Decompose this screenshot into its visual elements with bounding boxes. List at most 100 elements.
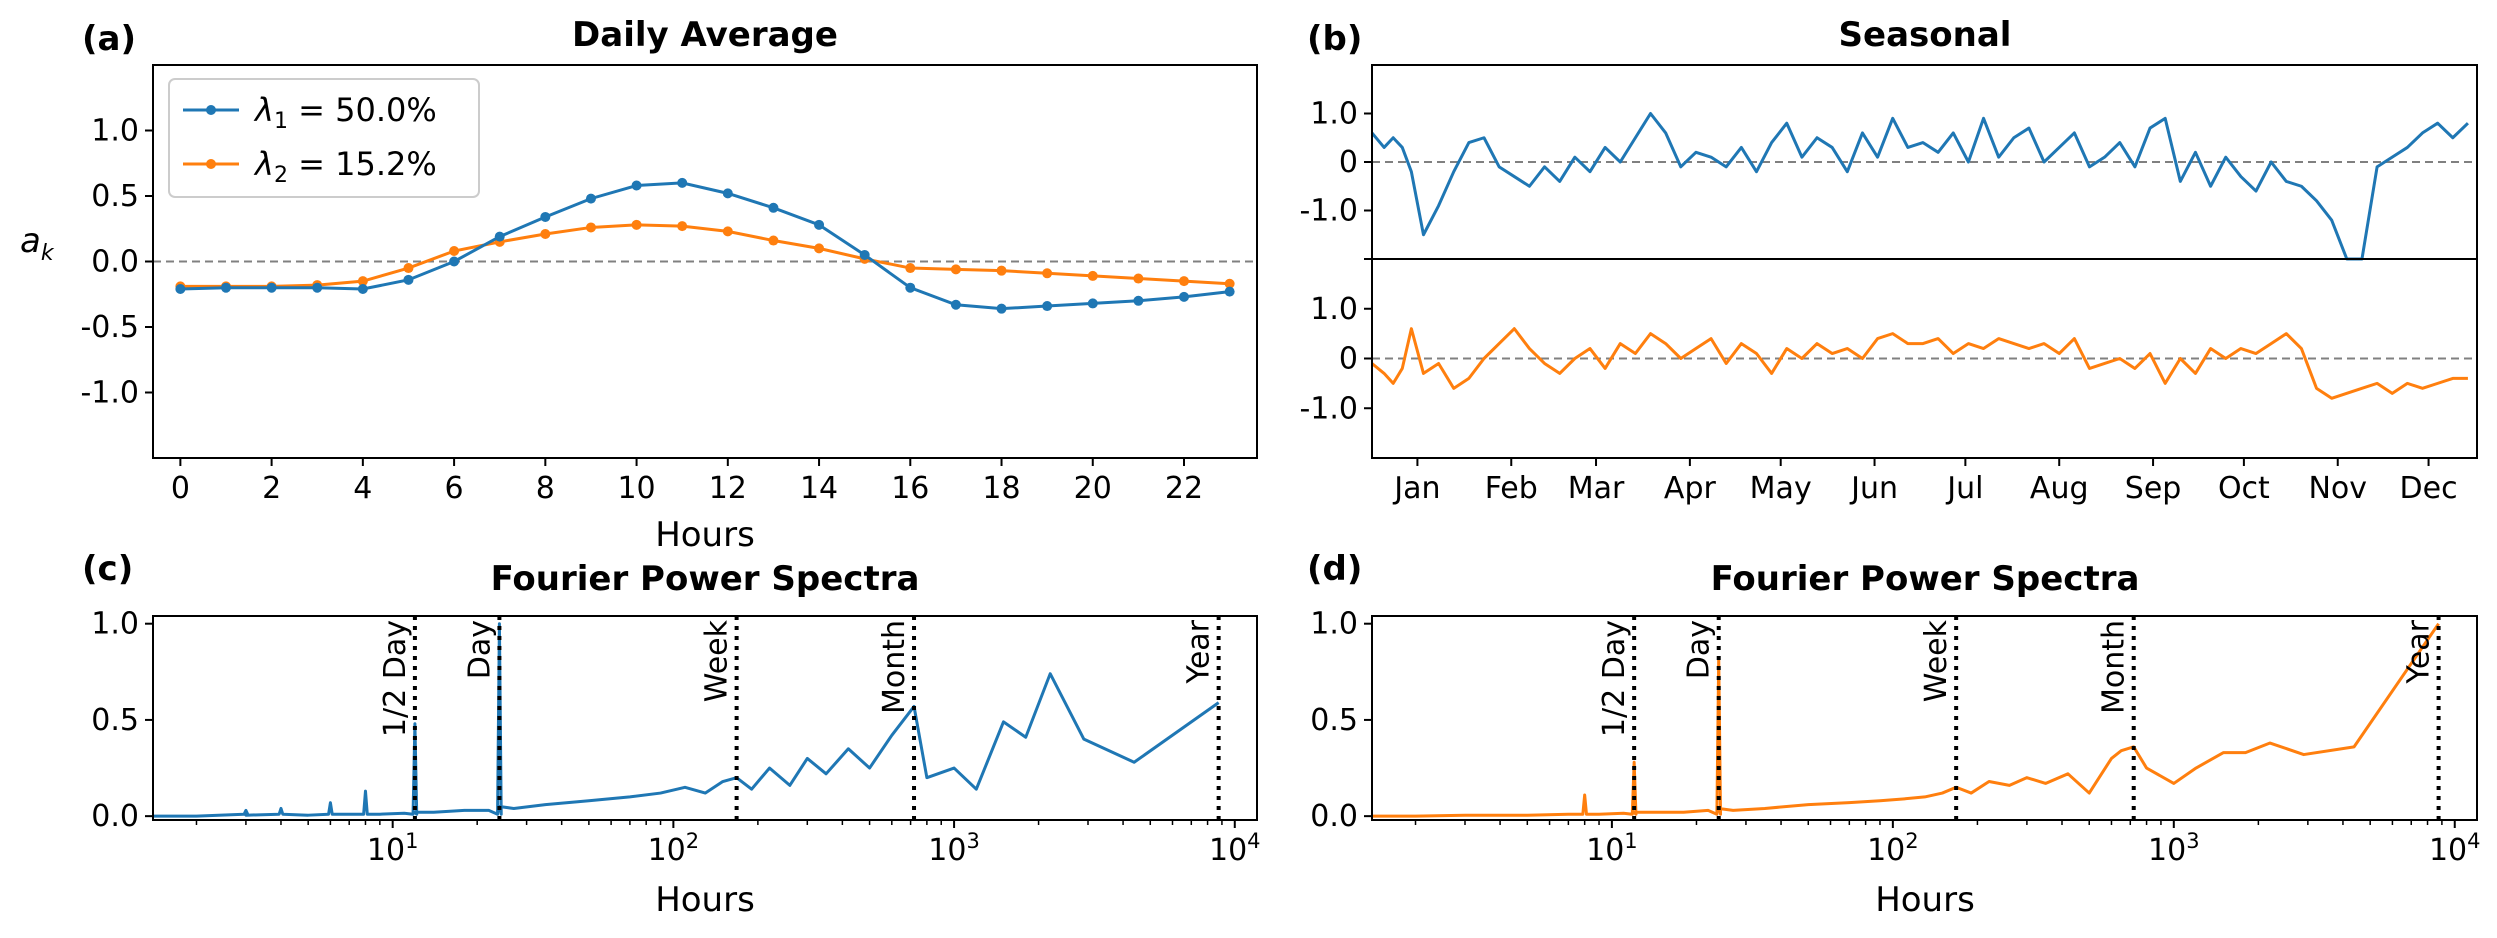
y-tick-label: -1.0 bbox=[80, 376, 139, 411]
data-point bbox=[220, 282, 231, 293]
y-tick-label: 0.5 bbox=[1310, 703, 1358, 738]
panel-c-xlabel: Hours bbox=[655, 880, 755, 920]
x-tick-label: 104 bbox=[2429, 829, 2481, 868]
month-label: Mar bbox=[1568, 471, 1625, 506]
month-label: Nov bbox=[2308, 471, 2367, 506]
legend-box bbox=[168, 78, 480, 198]
tick-base: 10 bbox=[1586, 833, 1624, 868]
legend-marker-2 bbox=[206, 159, 216, 169]
data-point bbox=[449, 256, 460, 267]
panel-d-xlabel: Hours bbox=[1875, 880, 1975, 920]
x-tick-label: 2 bbox=[262, 471, 281, 506]
tick-exponent: 4 bbox=[2467, 829, 2480, 853]
x-tick-label: 22 bbox=[1165, 471, 1203, 506]
data-point bbox=[1042, 268, 1053, 279]
data-point bbox=[494, 231, 505, 242]
tick-base: 10 bbox=[648, 833, 686, 868]
period-marker-label: 1/2 Day bbox=[1597, 620, 1632, 737]
ylabel-sub: k bbox=[41, 241, 55, 266]
panel-b: 1.0 0 -1.0 1.0 0 -1.0 Jan Feb Mar Apr May Jun Jul Aug… bbox=[1299, 15, 2478, 506]
x-tick-label: 104 bbox=[1209, 829, 1261, 868]
period-marker-label: Year bbox=[1182, 619, 1217, 684]
panel-b-frame-bottom bbox=[1371, 258, 2478, 459]
y-tick-label: 1.0 bbox=[91, 114, 139, 149]
y-tick-label: 0 bbox=[1339, 342, 1358, 377]
ylabel-main: a bbox=[20, 221, 41, 261]
x-tick-label: 0 bbox=[171, 471, 190, 506]
x-tick-label: 10 bbox=[617, 471, 655, 506]
month-label: Jan bbox=[1392, 471, 1440, 506]
data-point bbox=[1133, 273, 1144, 284]
panel-b-title: Seasonal bbox=[1839, 15, 2012, 55]
x-tick-label: 8 bbox=[536, 471, 555, 506]
tick-exponent: 4 bbox=[1247, 829, 1260, 853]
y-tick-label: 0 bbox=[1339, 145, 1358, 180]
panel-a-plot-area: 0 2 4 6 8 10 12 14 16 18 20 22 1.0 0.5 0.0 -0.5 -1.0 bbox=[80, 114, 1257, 506]
tick-base: 10 bbox=[367, 833, 405, 868]
legend-label-1: λ1 = 50.0% bbox=[253, 91, 437, 134]
tick-base: 10 bbox=[2148, 833, 2186, 868]
x-tick-label: 4 bbox=[353, 471, 372, 506]
y-tick-label: 0.5 bbox=[91, 179, 139, 214]
tick-exponent: 1 bbox=[1624, 829, 1637, 853]
data-point bbox=[814, 219, 825, 230]
x-tick-label: 102 bbox=[648, 829, 700, 868]
legend-sub-2: 2 bbox=[274, 163, 288, 188]
x-tick-label: 101 bbox=[367, 829, 419, 868]
y-tick-label: 1.0 bbox=[1310, 607, 1358, 642]
month-label: Dec bbox=[2400, 471, 2458, 506]
y-tick-label: -1.0 bbox=[1299, 391, 1358, 426]
data-point bbox=[996, 303, 1007, 314]
data-point bbox=[357, 276, 368, 287]
data-point bbox=[403, 263, 414, 274]
tick-exponent: 2 bbox=[686, 829, 699, 853]
legend-label-2: λ2 = 15.2% bbox=[253, 145, 437, 188]
panel-b-label: (b) bbox=[1307, 19, 1362, 59]
panel-c-title: Fourier Power Spectra bbox=[491, 559, 920, 599]
data-point bbox=[357, 284, 368, 295]
spectrum-line bbox=[1372, 622, 2440, 818]
y-tick-label: 1.0 bbox=[91, 607, 139, 642]
panel-d-label: (d) bbox=[1307, 549, 1362, 589]
data-point bbox=[449, 246, 460, 257]
tick-base: 10 bbox=[2429, 833, 2467, 868]
panel-c-label: (c) bbox=[82, 549, 133, 589]
y-tick-label: 1.0 bbox=[1310, 292, 1358, 327]
y-tick-label: 0.5 bbox=[91, 703, 139, 738]
month-label: Aug bbox=[2030, 471, 2089, 506]
data-point bbox=[768, 202, 779, 213]
data-point bbox=[585, 193, 596, 204]
data-point bbox=[175, 284, 186, 295]
data-point bbox=[677, 177, 688, 188]
period-marker-label: Month bbox=[2097, 620, 2132, 714]
x-tick-label: 14 bbox=[800, 471, 838, 506]
legend-rest-2: = 15.2% bbox=[288, 145, 437, 183]
period-marker-label: Day bbox=[462, 620, 497, 679]
data-point bbox=[1224, 286, 1235, 297]
data-point bbox=[631, 180, 642, 191]
data-point bbox=[905, 282, 916, 293]
tick-exponent: 2 bbox=[1905, 829, 1918, 853]
x-tick-label: 101 bbox=[1586, 829, 1638, 868]
series-line bbox=[180, 223, 1230, 288]
data-point bbox=[1087, 270, 1098, 281]
panel-a: 0 2 4 6 8 10 12 14 16 18 20 221.00.50.0-0.5-1.0 (a)… bbox=[20, 15, 1258, 555]
x-tick-label: 16 bbox=[891, 471, 929, 506]
y-tick-label: 0.0 bbox=[1310, 799, 1358, 834]
month-label: Apr bbox=[1664, 471, 1717, 506]
tick-exponent: 1 bbox=[405, 829, 418, 853]
tick-exponent: 3 bbox=[2186, 829, 2199, 853]
period-marker-label: Year bbox=[2402, 619, 2437, 684]
x-tick-label: 18 bbox=[982, 471, 1020, 506]
x-tick-label: 12 bbox=[709, 471, 747, 506]
period-marker-label: 1/2 Day bbox=[378, 620, 413, 737]
data-point bbox=[540, 228, 551, 239]
tick-base: 10 bbox=[928, 833, 966, 868]
spectrum-line bbox=[153, 622, 1220, 818]
x-tick-label: 102 bbox=[1867, 829, 1919, 868]
y-tick-label: -0.5 bbox=[80, 310, 139, 345]
tick-base: 10 bbox=[1867, 833, 1905, 868]
tick-base: 10 bbox=[1209, 833, 1247, 868]
